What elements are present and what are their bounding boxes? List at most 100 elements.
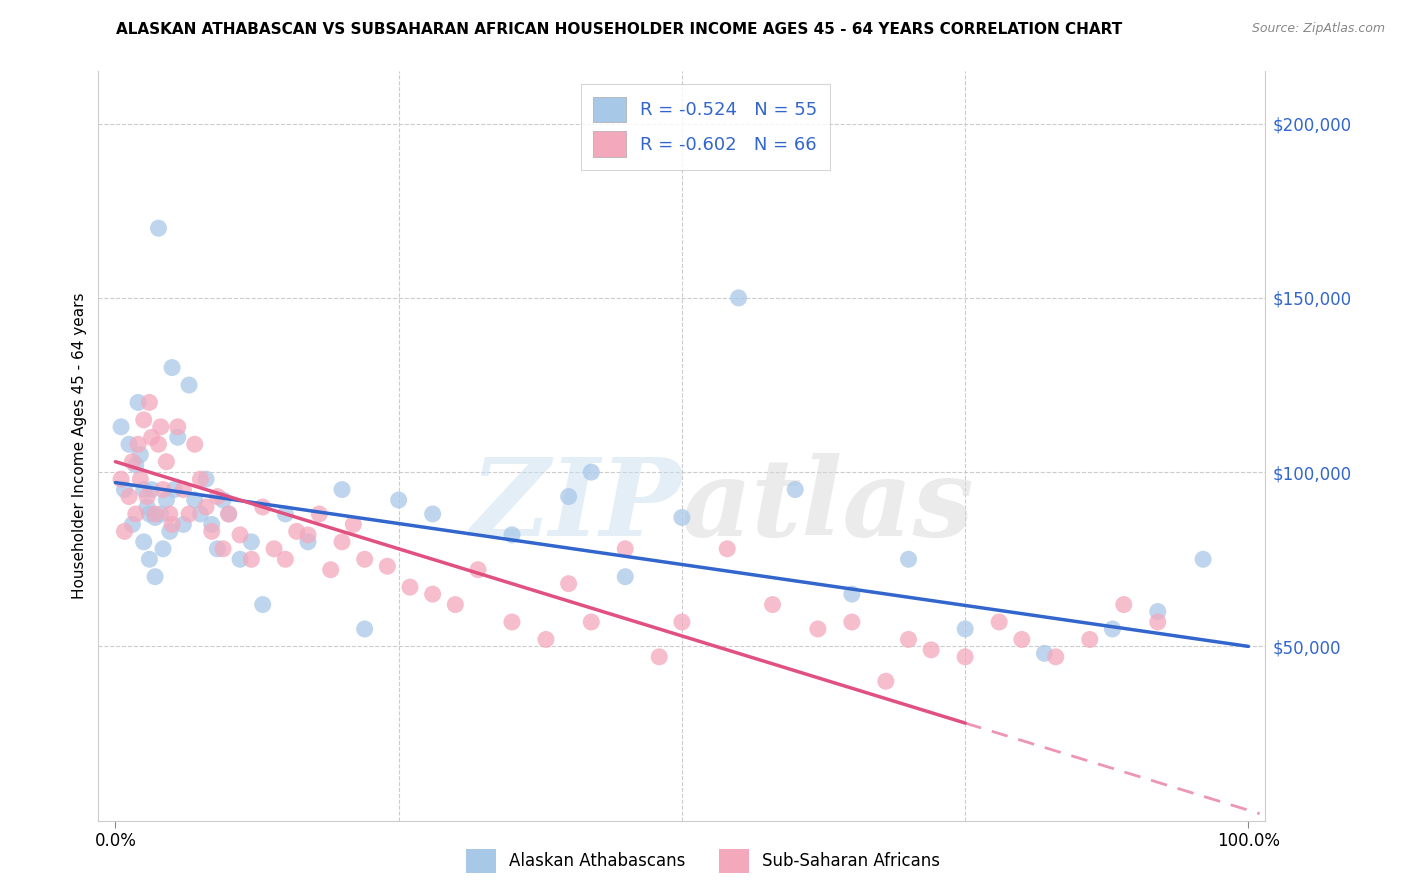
Point xyxy=(953,649,976,664)
Point xyxy=(190,507,212,521)
Point xyxy=(138,507,160,521)
Point xyxy=(201,517,224,532)
Y-axis label: Householder Income Ages 45 - 64 years: Householder Income Ages 45 - 64 years xyxy=(72,293,87,599)
Point xyxy=(212,493,235,508)
Legend: Alaskan Athabascans, Sub-Saharan Africans: Alaskan Athabascans, Sub-Saharan African… xyxy=(460,842,946,880)
Point xyxy=(125,507,148,521)
Point xyxy=(143,570,166,584)
Point xyxy=(671,510,693,524)
Point xyxy=(155,455,177,469)
Point xyxy=(118,437,141,451)
Point xyxy=(501,615,523,629)
Point xyxy=(132,483,155,497)
Point xyxy=(240,552,263,566)
Point xyxy=(330,534,353,549)
Point xyxy=(897,552,920,566)
Point xyxy=(129,472,152,486)
Point xyxy=(136,490,159,504)
Point xyxy=(581,465,603,479)
Point xyxy=(297,534,319,549)
Point xyxy=(252,500,274,514)
Point xyxy=(953,622,976,636)
Point xyxy=(149,507,172,521)
Point xyxy=(353,552,375,566)
Point xyxy=(920,643,942,657)
Point xyxy=(841,587,863,601)
Point xyxy=(132,413,155,427)
Point xyxy=(159,507,181,521)
Point xyxy=(155,493,177,508)
Point xyxy=(152,541,174,556)
Point xyxy=(138,552,160,566)
Point xyxy=(229,528,252,542)
Point xyxy=(785,483,807,497)
Point xyxy=(121,517,143,532)
Point xyxy=(143,510,166,524)
Point xyxy=(988,615,1011,629)
Point xyxy=(152,483,174,497)
Point xyxy=(177,507,200,521)
Point xyxy=(148,437,170,451)
Point xyxy=(166,420,188,434)
Point xyxy=(207,490,229,504)
Point xyxy=(807,622,830,636)
Point xyxy=(183,493,205,508)
Point xyxy=(110,472,132,486)
Point xyxy=(240,534,263,549)
Point xyxy=(127,395,149,409)
Point xyxy=(1033,646,1056,660)
Point xyxy=(177,378,200,392)
Point xyxy=(1101,622,1123,636)
Point xyxy=(163,483,186,497)
Point xyxy=(141,483,163,497)
Point xyxy=(132,534,155,549)
Point xyxy=(172,517,194,532)
Point xyxy=(716,541,738,556)
Point xyxy=(319,563,342,577)
Point xyxy=(330,483,353,497)
Point xyxy=(841,615,863,629)
Legend: R = -0.524   N = 55, R = -0.602   N = 66: R = -0.524 N = 55, R = -0.602 N = 66 xyxy=(581,84,830,169)
Point xyxy=(467,563,489,577)
Point xyxy=(274,507,297,521)
Point xyxy=(1045,649,1067,664)
Point xyxy=(114,524,136,539)
Point xyxy=(201,524,224,539)
Point xyxy=(127,437,149,451)
Point xyxy=(218,507,240,521)
Point xyxy=(581,615,603,629)
Text: Source: ZipAtlas.com: Source: ZipAtlas.com xyxy=(1251,22,1385,36)
Point xyxy=(110,420,132,434)
Point xyxy=(166,430,188,444)
Point xyxy=(138,395,160,409)
Point xyxy=(160,360,183,375)
Point xyxy=(1192,552,1215,566)
Point xyxy=(212,541,235,556)
Point xyxy=(229,552,252,566)
Point xyxy=(114,483,136,497)
Point xyxy=(1146,615,1168,629)
Point xyxy=(129,448,152,462)
Point xyxy=(263,541,285,556)
Point xyxy=(141,430,163,444)
Point xyxy=(136,500,159,514)
Point xyxy=(148,221,170,235)
Point xyxy=(160,517,183,532)
Point xyxy=(159,524,181,539)
Point xyxy=(183,437,205,451)
Point xyxy=(143,507,166,521)
Point xyxy=(614,570,637,584)
Point xyxy=(285,524,308,539)
Point xyxy=(195,472,218,486)
Point xyxy=(897,632,920,647)
Point xyxy=(534,632,557,647)
Point xyxy=(252,598,274,612)
Point xyxy=(422,587,444,601)
Point xyxy=(207,541,229,556)
Point xyxy=(399,580,422,594)
Point xyxy=(557,576,579,591)
Point xyxy=(118,490,141,504)
Point xyxy=(218,507,240,521)
Text: ALASKAN ATHABASCAN VS SUBSAHARAN AFRICAN HOUSEHOLDER INCOME AGES 45 - 64 YEARS C: ALASKAN ATHABASCAN VS SUBSAHARAN AFRICAN… xyxy=(115,22,1122,37)
Point xyxy=(297,528,319,542)
